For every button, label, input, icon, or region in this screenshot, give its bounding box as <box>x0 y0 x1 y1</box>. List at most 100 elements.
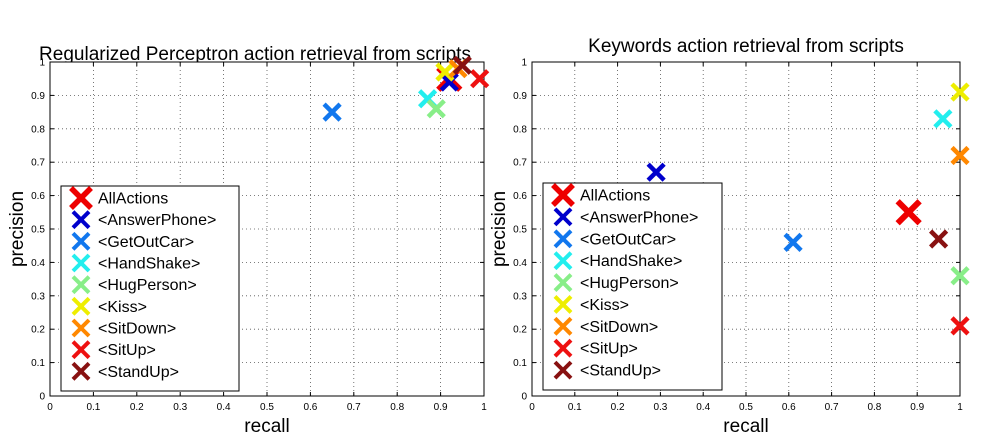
legend-marker <box>71 361 91 381</box>
data-point <box>435 62 455 82</box>
data-point <box>322 102 342 122</box>
y-tick-label: 0.4 <box>513 258 527 269</box>
x-tick-label: 0.3 <box>653 402 667 413</box>
x-tick-label: 0.6 <box>782 402 796 413</box>
y-tick-label: 0.9 <box>513 91 527 102</box>
x-tick-label: 0.2 <box>130 402 144 413</box>
legend-marker <box>553 251 573 271</box>
legend-marker <box>553 273 573 292</box>
legend-label: <AnswerPhone> <box>580 209 698 226</box>
data-point <box>439 72 459 92</box>
x-tick-label: 0.6 <box>303 402 317 413</box>
legend-label: <HugPerson> <box>580 275 679 292</box>
legend-label: <StandUp> <box>580 363 661 380</box>
x-tick-label: 1 <box>481 402 487 413</box>
legend-label: AllActions <box>98 191 168 208</box>
legend-label: <SitUp> <box>580 341 638 358</box>
legend-marker <box>71 231 91 251</box>
y-tick-label: 0.3 <box>513 291 527 302</box>
y-tick-label: 0.7 <box>513 158 527 169</box>
legend-marker <box>553 295 573 314</box>
legend-marker <box>71 275 91 295</box>
legend-marker <box>71 253 91 273</box>
y-tick-label: 0.1 <box>31 358 45 369</box>
legend-marker <box>553 207 573 227</box>
x-tick-label: 1 <box>957 402 963 413</box>
data-point <box>933 109 953 129</box>
x-tick-label: 0.4 <box>217 402 231 413</box>
y-tick-label: 0.5 <box>31 225 45 236</box>
legend-box <box>542 182 723 391</box>
legend-label: <StandUp> <box>98 364 179 381</box>
legend-label: <GetOutCar> <box>580 231 676 248</box>
axes-frame <box>49 61 485 397</box>
y-tick-label: 0.4 <box>31 258 45 269</box>
legend-label: <GetOutCar> <box>98 234 194 251</box>
data-point <box>426 99 446 119</box>
legend-label: <SitUp> <box>98 342 156 359</box>
legend-marker <box>71 210 91 230</box>
legend-box <box>60 185 240 392</box>
x-tick-label: 0.4 <box>696 402 710 413</box>
y-tick-label: 0 <box>521 392 527 403</box>
legend-label: <HugPerson> <box>98 277 197 294</box>
legend-label: <HandShake> <box>98 256 200 273</box>
x-tick-label: 0.1 <box>86 402 100 413</box>
x-tick-label: 0 <box>529 402 535 413</box>
y-tick-label: 0 <box>39 392 45 403</box>
data-point <box>646 162 666 182</box>
data-point <box>950 145 970 166</box>
legend-label: <AnswerPhone> <box>98 212 216 229</box>
axes-frame <box>531 61 961 397</box>
legend-label: AllActions <box>580 188 650 205</box>
x-tick-label: 0 <box>47 402 53 413</box>
x-tick-label: 0.7 <box>825 402 839 413</box>
legend-marker <box>553 338 573 358</box>
legend-marker <box>71 318 91 338</box>
legend-label: <SitDown> <box>580 319 658 336</box>
data-point <box>950 82 970 102</box>
x-axis-label: recall <box>723 416 768 437</box>
y-tick-label: 0.5 <box>513 225 527 236</box>
legend-marker <box>553 229 573 249</box>
legend-marker <box>71 296 91 316</box>
y-tick-label: 0.6 <box>513 191 527 202</box>
legend-marker <box>553 316 573 336</box>
legend-label: <Kiss> <box>580 297 629 314</box>
x-tick-label: 0.8 <box>867 402 881 413</box>
y-tick-label: 0.1 <box>513 358 527 369</box>
legend: AllActions <AnswerPhone> <GetOutCar> <HandS… <box>60 185 240 392</box>
y-tick-label: 0.9 <box>31 91 45 102</box>
x-axis-label: recall <box>244 416 289 437</box>
legend-label: <Kiss> <box>98 299 147 316</box>
y-tick-label: 0.8 <box>31 124 45 135</box>
data-point <box>895 199 922 226</box>
y-tick-label: 0.3 <box>31 291 45 302</box>
chart-title: Regularized Perceptron action retrieval … <box>39 44 471 65</box>
x-tick-label: 0.8 <box>390 402 404 413</box>
x-tick-label: 0.7 <box>347 402 361 413</box>
data-point <box>929 229 949 249</box>
data-point <box>470 69 490 89</box>
y-tick-label: 0.6 <box>31 191 45 202</box>
chart-title: Keywords action retrieval from scripts <box>588 36 904 57</box>
x-tick-label: 0.5 <box>739 402 753 413</box>
y-tick-label: 1 <box>39 58 45 69</box>
data-point <box>783 232 803 252</box>
y-axis-label: precision <box>7 191 28 267</box>
legend-marker <box>553 360 573 380</box>
y-tick-label: 1 <box>521 58 527 69</box>
x-tick-label: 0.1 <box>568 402 582 413</box>
data-point <box>950 266 970 286</box>
data-point <box>950 316 970 336</box>
y-axis-label: precision <box>489 191 510 267</box>
y-tick-label: 0.2 <box>513 325 527 336</box>
legend-label: <HandShake> <box>580 253 682 270</box>
chart-panel-1: Regularized Perceptron action retrieval … <box>7 44 490 437</box>
legend-marker <box>551 183 575 207</box>
x-tick-label: 0.2 <box>611 402 625 413</box>
legend-label: <SitDown> <box>98 321 176 338</box>
x-tick-label: 0.5 <box>260 402 274 413</box>
y-tick-label: 0.7 <box>31 158 45 169</box>
